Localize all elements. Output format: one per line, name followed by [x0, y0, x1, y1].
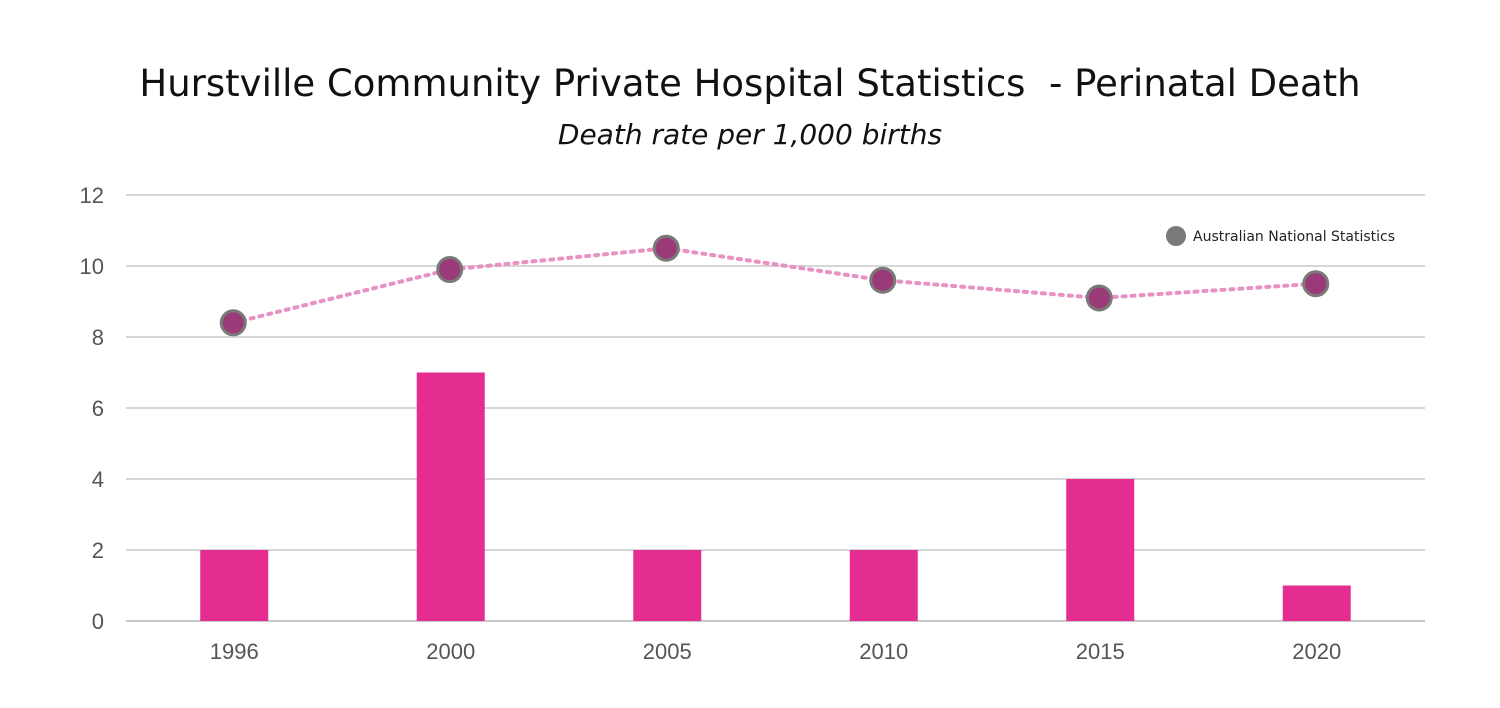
bar-series: [200, 372, 1351, 621]
legend: Australian National Statistics: [1166, 226, 1395, 246]
bar: [849, 550, 918, 621]
x-tick-label: 2015: [1076, 639, 1125, 664]
x-tick-label: 2010: [859, 639, 908, 664]
legend-label: Australian National Statistics: [1193, 229, 1395, 245]
y-tick-label: 6: [92, 396, 104, 421]
y-axis-ticks: 0 2 4 6 8 10 12: [80, 183, 104, 634]
y-tick-label: 4: [92, 467, 104, 492]
line-point: [436, 256, 464, 284]
y-tick-label: 8: [92, 325, 104, 350]
bar: [1066, 479, 1135, 621]
line-point: [219, 309, 247, 337]
bar: [200, 550, 269, 621]
chart-subtitle: Death rate per 1,000 births: [557, 118, 943, 151]
y-tick-label: 2: [92, 538, 104, 563]
bar: [633, 550, 702, 621]
x-tick-label: 2005: [643, 639, 692, 664]
bar: [1282, 585, 1351, 621]
legend-marker: [1166, 226, 1186, 246]
bar: [416, 372, 485, 621]
x-tick-label: 1996: [210, 639, 259, 664]
y-tick-label: 10: [80, 254, 104, 279]
line-point: [652, 234, 680, 262]
line-point: [1302, 270, 1330, 298]
series-line: [231, 246, 1318, 325]
grid-lines: [126, 194, 1425, 622]
y-tick-label: 12: [80, 183, 104, 208]
x-tick-label: 2020: [1292, 639, 1341, 664]
line-point: [869, 266, 897, 294]
line-point: [1085, 284, 1113, 312]
chart-title: Hurstville Community Private Hospital St…: [139, 62, 1361, 105]
line-series: [219, 234, 1330, 337]
x-axis-ticks: 1996 2000 2005 2010 2015 2020: [210, 639, 1341, 664]
y-tick-label: 0: [92, 609, 104, 634]
x-tick-label: 2000: [426, 639, 475, 664]
